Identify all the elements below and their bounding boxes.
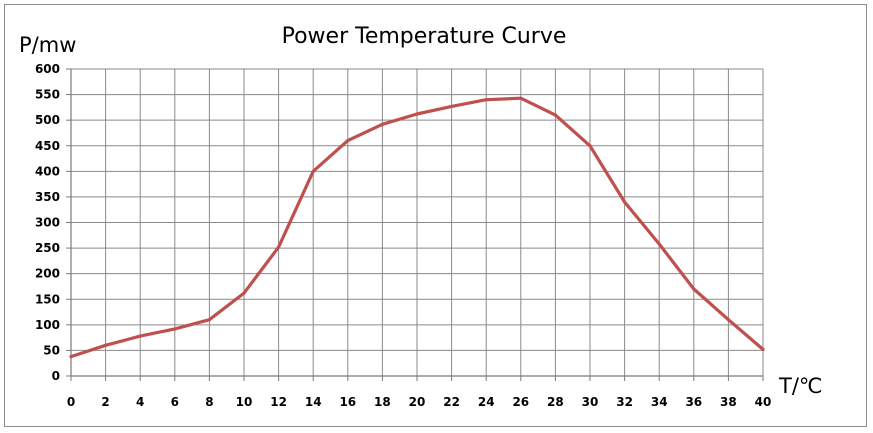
x-tick-label: 8 bbox=[205, 395, 213, 409]
series-layer bbox=[69, 96, 765, 359]
power-temperature-chart: Power Temperature Curve P/mw T/℃ 0501001… bbox=[19, 24, 823, 409]
y-axis-label: P/mw bbox=[19, 33, 76, 57]
x-tick-label: 12 bbox=[270, 395, 287, 409]
x-tick-label: 2 bbox=[101, 395, 109, 409]
x-tick-label: 22 bbox=[443, 395, 460, 409]
y-tick-label: 350 bbox=[35, 190, 60, 204]
x-tick-label: 0 bbox=[67, 395, 75, 409]
x-tick-label: 10 bbox=[236, 395, 253, 409]
y-tick-label: 300 bbox=[35, 216, 60, 230]
x-tick-label: 40 bbox=[755, 395, 772, 409]
data-point bbox=[657, 242, 661, 246]
y-tick-label: 50 bbox=[43, 343, 60, 357]
data-point bbox=[104, 343, 108, 347]
data-point bbox=[277, 245, 281, 249]
x-axis-label: T/℃ bbox=[778, 374, 823, 398]
x-tick-label: 6 bbox=[171, 395, 179, 409]
y-tick-label: 250 bbox=[35, 241, 60, 255]
chart-frame: Power Temperature Curve P/mw T/℃ 0 50 100 1… bbox=[4, 4, 867, 427]
axes bbox=[66, 68, 764, 381]
data-point bbox=[484, 98, 488, 102]
x-tick-label: 28 bbox=[547, 395, 564, 409]
data-point bbox=[623, 200, 627, 204]
chart-title: Power Temperature Curve bbox=[282, 24, 567, 49]
data-point bbox=[346, 139, 350, 143]
y-tick-label: 600 bbox=[35, 62, 60, 76]
data-point bbox=[450, 104, 454, 108]
data-point bbox=[415, 112, 419, 116]
x-tick-label: 14 bbox=[305, 395, 322, 409]
y-tick-labels: 0 50 100 150 200 250 300 350 400 450 500 550 600 bbox=[35, 62, 60, 383]
data-point bbox=[242, 291, 246, 295]
x-tick-label: 26 bbox=[512, 395, 529, 409]
x-tick-label: 30 bbox=[582, 395, 599, 409]
data-point bbox=[588, 144, 592, 148]
data-point bbox=[69, 354, 73, 359]
data-point bbox=[761, 347, 765, 351]
data-point bbox=[138, 334, 142, 338]
y-tick-label: 150 bbox=[35, 292, 60, 306]
data-point bbox=[173, 327, 177, 331]
y-tick-label: 450 bbox=[35, 139, 60, 153]
data-point bbox=[692, 287, 696, 291]
x-tick-label: 34 bbox=[651, 395, 668, 409]
y-tick-label: 100 bbox=[35, 318, 60, 332]
x-tick-label: 32 bbox=[616, 395, 633, 409]
y-tick-label: 200 bbox=[35, 267, 60, 281]
x-tick-label: 24 bbox=[478, 395, 495, 409]
y-tick-label: 500 bbox=[35, 113, 60, 127]
y-tick-label: 0 bbox=[52, 369, 60, 383]
data-point bbox=[553, 113, 558, 117]
x-tick-label: 38 bbox=[720, 395, 737, 409]
x-tick-label: 20 bbox=[409, 395, 426, 409]
y-tick-label: 400 bbox=[35, 164, 60, 178]
data-point bbox=[207, 318, 211, 322]
x-tick-label: 18 bbox=[374, 395, 391, 409]
x-tick-label: 16 bbox=[339, 395, 356, 409]
x-tick-label: 4 bbox=[136, 395, 144, 409]
data-point bbox=[726, 318, 731, 322]
x-tick-labels: 0 2 4 6 8 10 12 14 16 18 20 22 24 26 28 30 32 34 36 38 40 bbox=[67, 395, 772, 409]
data-point bbox=[380, 122, 384, 126]
y-tick-label: 550 bbox=[35, 88, 60, 102]
data-point bbox=[311, 169, 315, 173]
data-point bbox=[519, 96, 523, 100]
x-tick-label: 36 bbox=[685, 395, 702, 409]
